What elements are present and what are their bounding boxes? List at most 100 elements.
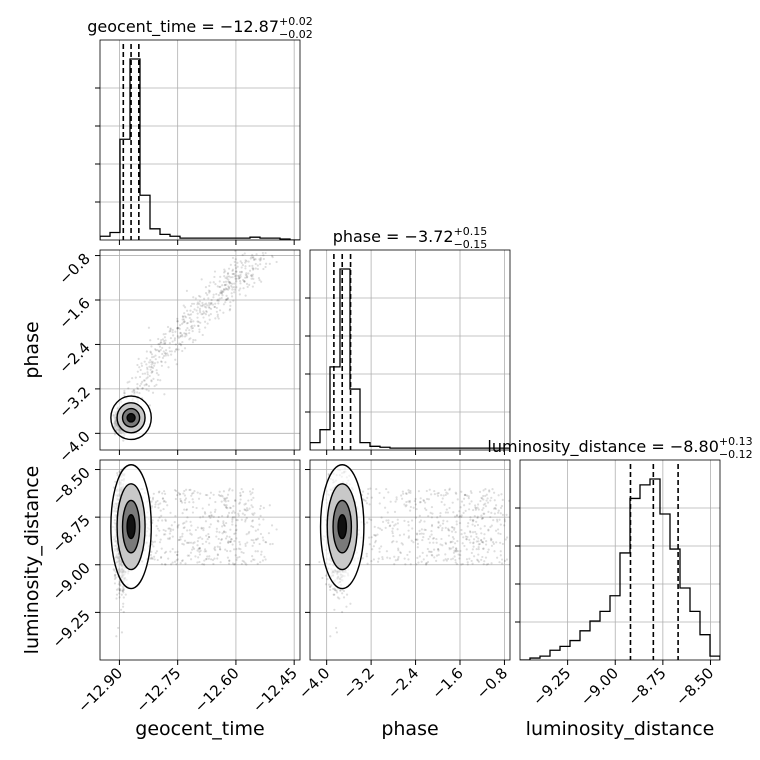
scatter-point (117, 583, 120, 586)
scatter-point (145, 357, 148, 360)
scatter-point (147, 326, 151, 329)
scatter-point (396, 522, 399, 525)
scatter-point (262, 257, 265, 261)
scatter-point (200, 526, 203, 529)
scatter-point (239, 260, 242, 263)
scatter-point (368, 517, 371, 521)
scatter-point (168, 350, 171, 353)
scatter-point (150, 361, 153, 364)
scatter-point (210, 515, 213, 518)
scatter-point (339, 589, 342, 592)
scatter-point (490, 562, 493, 565)
scatter-point (198, 550, 201, 554)
scatter-point (126, 381, 129, 384)
scatter-point (252, 496, 255, 499)
scatter-point (222, 530, 226, 533)
scatter-point (148, 557, 151, 560)
scatter-point (156, 348, 159, 352)
scatter-point (270, 524, 274, 527)
scatter-point (336, 596, 340, 599)
scatter-point (217, 302, 220, 305)
scatter-point (191, 326, 195, 330)
scatter-point (227, 541, 230, 544)
scatter-point (238, 543, 242, 546)
scatter-point (200, 527, 203, 530)
scatter-point (227, 286, 231, 289)
scatter-point (183, 335, 187, 338)
scatter-point (152, 545, 155, 548)
scatter-point (118, 592, 121, 595)
scatter-point (245, 260, 248, 263)
scatter-point (159, 556, 163, 559)
scatter-point (117, 587, 120, 590)
scatter-point (227, 275, 231, 278)
scatter-point (222, 288, 226, 291)
scatter-point (150, 371, 153, 374)
scatter-point (250, 277, 253, 280)
scatter-point (244, 520, 247, 523)
scatter-point (420, 532, 423, 535)
scatter-point (216, 315, 219, 318)
scatter-point (369, 487, 372, 490)
scatter-point (335, 589, 338, 592)
scatter-point (153, 384, 156, 388)
scatter-point (133, 389, 136, 392)
scatter-point (460, 514, 463, 517)
scatter-point (219, 292, 222, 295)
scatter-point (404, 563, 407, 566)
scatter-point (334, 589, 337, 592)
scatter-point (213, 305, 217, 308)
scatter-point (187, 313, 190, 316)
scatter-point (136, 386, 139, 389)
scatter-point (244, 273, 247, 276)
scatter-point (208, 291, 211, 294)
scatter-point (183, 521, 186, 524)
scatter-point (151, 366, 155, 370)
scatter-point (176, 526, 179, 529)
scatter-point (496, 528, 500, 531)
scatter-point (122, 439, 125, 442)
scatter-point (229, 263, 232, 266)
scatter-point (176, 326, 179, 330)
scatter-point (196, 491, 199, 494)
scatter-point (151, 496, 155, 499)
histogram-geocent_time (100, 58, 300, 240)
scatter-point (211, 558, 215, 562)
scatter-point (209, 281, 212, 284)
scatter-point (230, 292, 233, 295)
scatter-point (226, 272, 230, 276)
scatter-point (328, 585, 332, 588)
scatter-point (482, 547, 485, 550)
scatter-point (156, 378, 159, 381)
scatter-point (482, 489, 485, 492)
scatter-point (226, 288, 230, 291)
scatter-point (237, 275, 241, 278)
scatter-point (399, 551, 402, 555)
scatter-point (335, 591, 339, 594)
scatter-point (183, 332, 186, 335)
scatter-point (480, 538, 483, 542)
scatter-point (185, 520, 188, 523)
scatter-point (494, 507, 497, 510)
scatter-point (238, 502, 241, 505)
scatter-point (482, 494, 485, 498)
scatter-point (244, 294, 247, 297)
scatter-point (417, 561, 420, 564)
scatter-point (231, 517, 234, 520)
scatter-point (225, 277, 229, 280)
scatter-point (226, 541, 230, 544)
scatter-point (236, 265, 239, 268)
scatter-point (183, 508, 186, 511)
scatter-point (235, 270, 238, 273)
scatter-point (154, 505, 157, 509)
scatter-point (199, 536, 202, 539)
title-superscript: +0.02 (279, 15, 313, 28)
scatter-point (136, 387, 140, 390)
scatter-point (114, 576, 117, 579)
scatter-point (147, 389, 150, 392)
scatter-point (199, 311, 202, 314)
scatter-point (497, 494, 500, 497)
scatter-point (228, 282, 231, 285)
scatter-point (164, 563, 167, 566)
scatter-point (251, 558, 255, 561)
